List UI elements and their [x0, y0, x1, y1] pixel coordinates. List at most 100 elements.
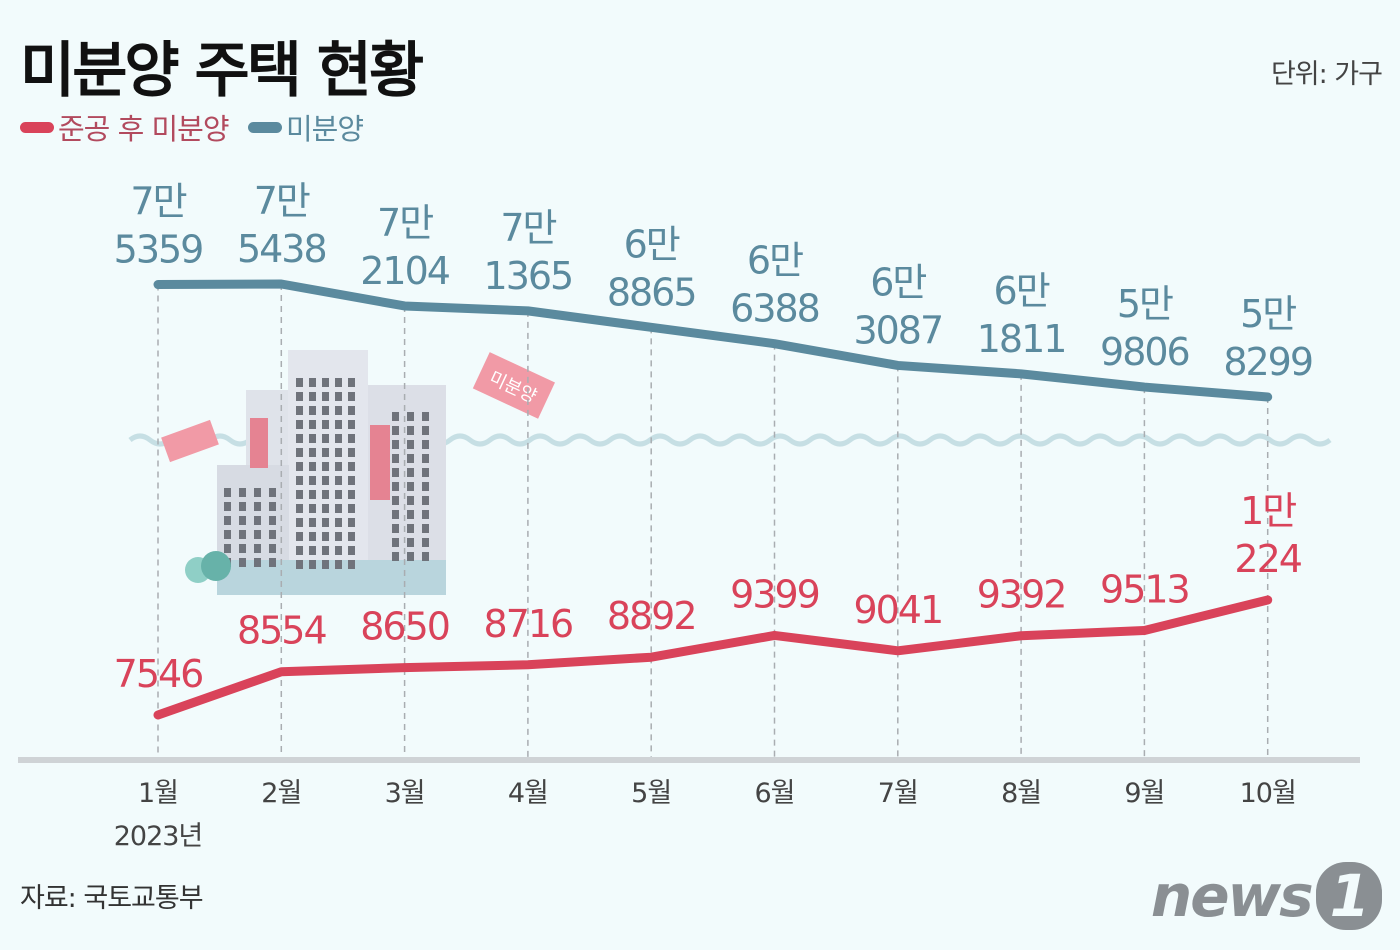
window [392, 524, 399, 533]
window [309, 532, 316, 541]
unsold-data-label: 6만 [994, 269, 1050, 313]
window [348, 406, 355, 415]
window [254, 488, 261, 497]
window [407, 468, 414, 477]
unsold-data-label: 6388 [730, 287, 819, 331]
unsold-point [1264, 394, 1271, 400]
window [348, 490, 355, 499]
completed-unsold-line [153, 595, 1273, 720]
window [309, 392, 316, 401]
window [422, 510, 429, 519]
window [407, 412, 414, 421]
completed-unsold-data-label: 9392 [977, 573, 1066, 617]
window [407, 524, 414, 533]
unsold-data-label: 5만 [1117, 282, 1173, 326]
window [239, 544, 246, 553]
window [422, 412, 429, 421]
window [335, 448, 342, 457]
x-tick-label: 1월 [138, 778, 178, 809]
window [422, 538, 429, 547]
window [335, 518, 342, 527]
window [392, 510, 399, 519]
unsold-data-label: 5438 [237, 227, 326, 271]
completed-unsold-point [1141, 627, 1148, 634]
window [392, 412, 399, 421]
window [296, 504, 303, 513]
window [422, 468, 429, 477]
x-tick-label: 6월 [754, 778, 794, 809]
window [392, 468, 399, 477]
sign [250, 418, 268, 468]
window [422, 552, 429, 561]
window [335, 546, 342, 555]
window [422, 524, 429, 533]
x-axis-baseline [18, 757, 1360, 763]
completed-unsold-point [1018, 632, 1025, 639]
legend-item-unsold: 미분양 [248, 106, 364, 148]
x-tick-label: 7월 [878, 778, 918, 809]
window [224, 488, 231, 497]
unsold-point [1141, 384, 1148, 391]
completed-unsold-point [278, 668, 285, 675]
window [254, 502, 261, 511]
window [392, 496, 399, 505]
unsold-point [155, 281, 161, 288]
window [309, 518, 316, 527]
x-tick-label: 9월 [1124, 778, 1164, 809]
window [322, 462, 329, 471]
window [322, 406, 329, 415]
window [296, 378, 303, 387]
window [407, 552, 414, 561]
window [407, 496, 414, 505]
completed-unsold-data-label: 8716 [484, 602, 573, 646]
window [309, 420, 316, 429]
window [296, 490, 303, 499]
window [269, 516, 276, 525]
unsold-data-label: 1365 [484, 254, 573, 298]
window [296, 420, 303, 429]
x-tick-label: 4월 [508, 778, 548, 809]
window [309, 476, 316, 485]
sign-flag-bg [472, 352, 555, 419]
completed-unsold-data-label: 8650 [360, 605, 449, 649]
unsold-data-label: 7만 [500, 206, 556, 250]
legend-item-completed-unsold: 준공 후 미분양 [20, 106, 230, 148]
window [224, 502, 231, 511]
window [296, 392, 303, 401]
window [296, 560, 303, 569]
completed-unsold-data-label: 9399 [730, 572, 819, 616]
window [407, 482, 414, 491]
unsold-data-label: 7만 [377, 201, 433, 245]
unit-label: 단위: 가구 [1270, 59, 1383, 90]
window [392, 440, 399, 449]
building-illustration: 미분양 [161, 350, 555, 595]
unsold-data-label: 5359 [114, 228, 203, 272]
window [309, 490, 316, 499]
unsold-data-label: 3087 [853, 308, 942, 352]
completed-unsold-data-label: 224 [1234, 537, 1301, 581]
window [309, 504, 316, 513]
window [296, 406, 303, 415]
window [392, 482, 399, 491]
window [335, 476, 342, 485]
window [322, 448, 329, 457]
completed-unsold-point [524, 661, 531, 668]
unsold-point [401, 302, 408, 309]
window [309, 378, 316, 387]
tree [201, 551, 231, 581]
completed-unsold-point [771, 632, 778, 639]
completed-unsold-data-label: 9513 [1100, 568, 1189, 612]
window [335, 434, 342, 443]
completed-unsold-data-label: 7546 [114, 652, 203, 696]
window [322, 560, 329, 569]
window [422, 496, 429, 505]
sign-flag [161, 419, 219, 463]
window [407, 510, 414, 519]
window [335, 378, 342, 387]
window [309, 406, 316, 415]
completed-unsold-data-label: 8892 [607, 594, 696, 638]
window [322, 392, 329, 401]
unsold-data-label: 5만 [1240, 292, 1296, 336]
window [335, 532, 342, 541]
